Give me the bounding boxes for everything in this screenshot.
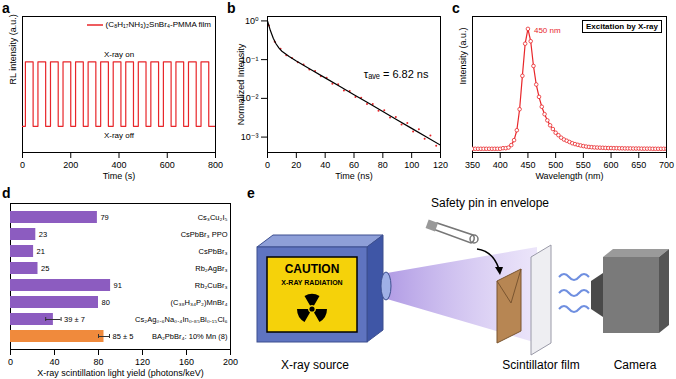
svg-text:Safety pin in envelope: Safety pin in envelope	[431, 196, 549, 210]
svg-text:Rb₂CuBr₃: Rb₂CuBr₃	[195, 281, 228, 290]
svg-text:0: 0	[265, 160, 270, 170]
svg-text:20: 20	[291, 160, 301, 170]
svg-text:200: 200	[63, 160, 78, 170]
svg-text:450 nm: 450 nm	[534, 26, 561, 35]
svg-text:550: 550	[576, 160, 591, 170]
svg-text:80: 80	[93, 357, 103, 367]
svg-text:Cs₂Ag₀.₆Na₀.₄In₀.₈₅Bi₀.₁₅Cl₆: Cs₂Ag₀.₆Na₀.₄In₀.₈₅Bi₀.₁₅Cl₆	[135, 315, 227, 324]
svg-text:91: 91	[114, 281, 122, 290]
svg-text:0: 0	[20, 160, 25, 170]
svg-text:400: 400	[111, 160, 126, 170]
html-text:c: c	[452, 0, 460, 16]
svg-text:200: 200	[223, 357, 238, 367]
svg-text:Rb₂AgBr₃: Rb₂AgBr₃	[195, 264, 227, 273]
svg-text:10⁰: 10⁰	[245, 16, 259, 26]
svg-text:39 ± 7: 39 ± 7	[64, 315, 85, 324]
svg-text:85 ± 5: 85 ± 5	[113, 332, 134, 341]
svg-text:10⁻²: 10⁻²	[240, 93, 259, 104]
svg-text:650: 650	[631, 160, 646, 170]
svg-text:800: 800	[208, 160, 223, 170]
svg-text:160: 160	[179, 357, 194, 367]
svg-text:80: 80	[378, 160, 388, 170]
svg-text:120: 120	[433, 160, 448, 170]
svg-text:40: 40	[49, 357, 59, 367]
svg-text:40: 40	[320, 160, 330, 170]
svg-text:CAUTION: CAUTION	[285, 262, 340, 276]
svg-text:Wavelength (nm): Wavelength (nm)	[535, 171, 603, 181]
svg-text:Cs₃Cu₂I₅: Cs₃Cu₂I₅	[198, 213, 228, 222]
html-text:e: e	[247, 185, 255, 201]
svg-text:Time (ns): Time (ns)	[335, 171, 373, 181]
svg-text:10⁻¹: 10⁻¹	[240, 54, 259, 65]
svg-text:Intensity (a.u.): Intensity (a.u.)	[458, 27, 468, 84]
svg-text:BA₂PbBr₄: 10% Mn (8): BA₂PbBr₄: 10% Mn (8)	[152, 332, 228, 341]
svg-text:Time (s): Time (s)	[103, 171, 136, 181]
svg-text:Scintillator film: Scintillator film	[502, 358, 579, 372]
svg-text:21: 21	[37, 247, 45, 256]
svg-text:10⁻³: 10⁻³	[241, 132, 259, 142]
svg-text:400: 400	[493, 160, 508, 170]
svg-text:0: 0	[8, 357, 13, 367]
svg-text:350: 350	[465, 160, 480, 170]
svg-text:X-ray source: X-ray source	[281, 358, 349, 372]
svg-text:CsPbBr₃ PPO: CsPbBr₃ PPO	[181, 230, 228, 239]
html-text:d: d	[2, 185, 11, 201]
svg-text:120: 120	[135, 357, 150, 367]
svg-text:600: 600	[604, 160, 619, 170]
svg-text:700: 700	[659, 160, 674, 170]
svg-text:450: 450	[520, 160, 535, 170]
svg-text:79: 79	[100, 213, 108, 222]
html-text:a: a	[2, 0, 10, 16]
svg-text:100: 100	[404, 160, 419, 170]
svg-text:X-ray scintillation light yiel: X-ray scintillation light yield (photons…	[37, 368, 204, 378]
svg-text:80: 80	[102, 298, 110, 307]
svg-text:Camera: Camera	[614, 358, 657, 372]
svg-text:25: 25	[41, 264, 49, 273]
html-text:Excitation by X-ray: Excitation by X-ray	[586, 22, 658, 31]
svg-text:RL intensity (a.u.): RL intensity (a.u.)	[8, 14, 18, 84]
svg-text:500: 500	[548, 160, 563, 170]
svg-text:CsPbBr₃: CsPbBr₃	[199, 247, 228, 256]
svg-text:Normalized Intensity: Normalized Intensity	[236, 43, 246, 125]
svg-text:(C₃₈H₃₄P₂)MnBr₄: (C₃₈H₃₄P₂)MnBr₄	[170, 298, 227, 307]
svg-text:60: 60	[349, 160, 359, 170]
svg-text:X-ray off: X-ray off	[104, 131, 135, 140]
svg-text:600: 600	[160, 160, 175, 170]
html-text:b: b	[227, 0, 236, 16]
svg-text:X-RAY RADIATION: X-RAY RADIATION	[281, 279, 342, 286]
svg-text:X-ray on: X-ray on	[104, 50, 134, 59]
svg-text:τₐᵥₑ = 6.82 ns: τₐᵥₑ = 6.82 ns	[364, 68, 429, 80]
html-text:(C₈H₁₇NH₃)₂SnBr₄-PMMA film: (C₈H₁₇NH₃)₂SnBr₄-PMMA film	[105, 20, 211, 29]
svg-text:23: 23	[39, 230, 47, 239]
